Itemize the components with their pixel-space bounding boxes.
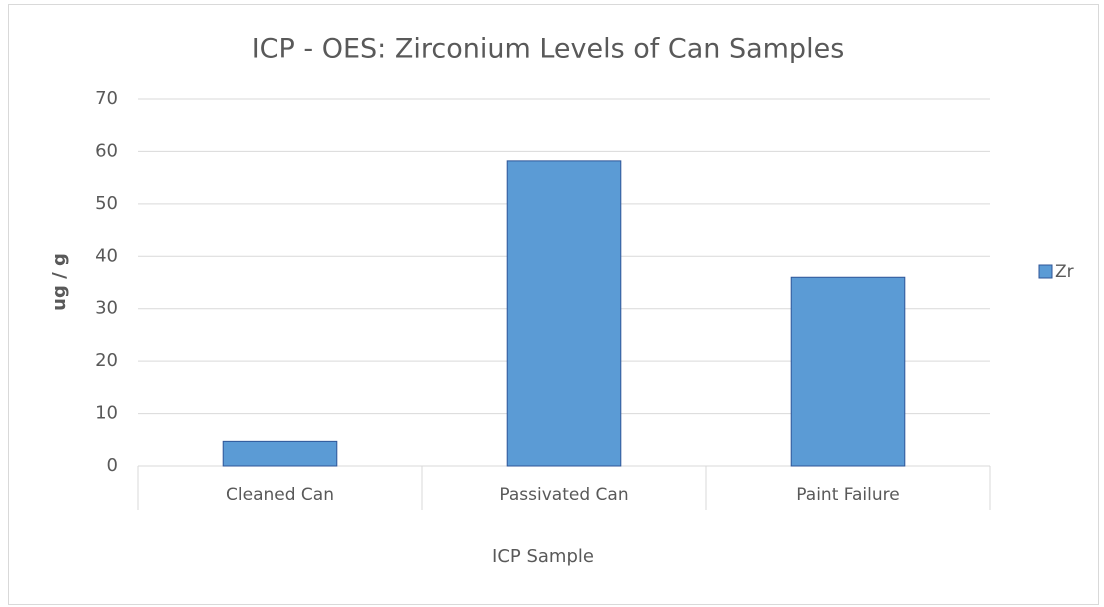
y-tick-label: 60 <box>95 140 118 161</box>
x-tick-label: Paint Failure <box>796 485 899 505</box>
bar <box>506 160 622 467</box>
y-tick-label: 10 <box>95 403 118 424</box>
x-tick-label: Cleaned Can <box>226 485 334 505</box>
y-tick-label: 70 <box>95 88 118 109</box>
y-tick-label: 50 <box>95 193 118 214</box>
x-tick-label: Passivated Can <box>499 485 628 505</box>
y-axis-title: ug / g <box>49 253 70 311</box>
legend-label: Zr <box>1055 262 1074 282</box>
bar <box>790 276 906 467</box>
chart-title: ICP - OES: Zirconium Levels of Can Sampl… <box>252 34 845 65</box>
bar <box>222 440 338 467</box>
y-tick-label: 20 <box>95 350 118 371</box>
y-tick-label: 0 <box>107 455 118 476</box>
y-tick-label: 40 <box>95 245 118 266</box>
legend-swatch <box>1038 264 1053 279</box>
y-tick-label: 30 <box>95 298 118 319</box>
x-axis-title: ICP Sample <box>492 546 594 567</box>
